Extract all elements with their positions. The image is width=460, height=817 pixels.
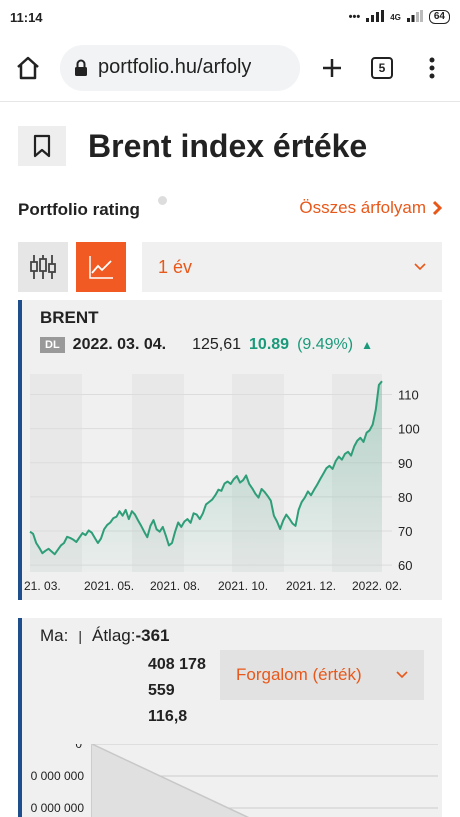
battery-indicator: 64 <box>428 10 450 24</box>
y-tick-label: 90 <box>398 456 412 471</box>
address-bar[interactable]: portfolio.hu/arfoly <box>60 44 300 91</box>
y-tick-label: 70 <box>398 524 412 539</box>
page-title: Brent index értéke <box>88 127 368 164</box>
plus-icon <box>323 58 341 77</box>
x-tick-label: 2021. 05. <box>84 579 134 593</box>
rating-row: Portfolio rating Összes árfolyam <box>0 196 460 220</box>
volume-area <box>92 744 248 817</box>
rating-label: Portfolio rating <box>18 200 140 219</box>
up-arrow-icon: ▲ <box>361 338 373 352</box>
tab-count: 5 <box>371 56 393 79</box>
status-time: 11:14 <box>10 9 43 25</box>
separator: | <box>78 628 82 644</box>
today-value-3: 116,8 <box>148 708 188 725</box>
average-label: Átlag: <box>91 626 136 645</box>
bookmark-icon <box>33 134 51 158</box>
y-tick-label: 100 <box>398 422 420 437</box>
lock-icon <box>75 59 87 76</box>
portfolio-rating: Portfolio rating <box>18 196 167 220</box>
volume-chart[interactable]: 0 0 000 000 0 000 000 <box>22 744 438 817</box>
today-label: Ma: <box>40 626 69 645</box>
today-row: Ma: | Átlag:-361 <box>40 626 170 646</box>
chevron-down-icon <box>396 671 408 679</box>
y-tick-label: 110 <box>398 387 419 402</box>
page-header: Brent index értéke <box>0 102 460 166</box>
today-values: 408 178 559 116,8 <box>148 652 206 730</box>
price-line <box>29 380 383 556</box>
period-selected: 1 év <box>158 256 193 277</box>
status-bar: 11:14 ••• 4G 64 <box>0 0 460 34</box>
quote-price: 125,61 <box>192 336 242 353</box>
status-icons: ••• 4G 64 <box>348 9 450 25</box>
rating-dot-icon <box>157 196 167 205</box>
home-icon <box>17 56 39 79</box>
vol-ytick-0: 0 <box>75 744 82 751</box>
average-value: -361 <box>135 626 170 645</box>
period-select[interactable]: 1 év <box>142 242 442 292</box>
x-tick-label: 21. 03. <box>24 579 61 593</box>
chevron-right-icon <box>432 200 442 216</box>
line-chart-button[interactable] <box>76 242 126 292</box>
home-button[interactable] <box>10 50 46 86</box>
x-tick-label: 2021. 10. <box>218 579 268 593</box>
browser-menu-button[interactable] <box>414 50 450 86</box>
quote-row: DL 2022. 03. 04. 125,61 10.89 (9.49%) ▲ <box>40 336 373 354</box>
more-dots-icon: ••• <box>348 11 361 23</box>
price-chart[interactable]: 110 100 90 80 70 60 21. 03. 2021. 05. 2021. 08. 2… <box>22 374 438 600</box>
volume-type-select[interactable]: Forgalom (érték) <box>220 650 424 700</box>
url-text: portfolio.hu/arfoly <box>98 56 252 78</box>
line-chart-icon <box>89 256 113 279</box>
quote-change-pct: (9.49%) <box>297 336 354 353</box>
candlestick-chart-button[interactable] <box>18 242 68 292</box>
more-vert-icon <box>429 57 435 78</box>
quote-date: 2022. 03. 04. <box>72 336 167 353</box>
bookmark-button[interactable] <box>18 126 66 166</box>
signal-icon-2 <box>406 9 423 25</box>
volume-card: Ma: | Átlag:-361 408 178 559 116,8 Forgalo… <box>18 618 442 817</box>
quote-change: 10.89 <box>249 336 290 353</box>
new-tab-button[interactable] <box>314 50 350 86</box>
chart-controls: 1 év <box>0 242 460 292</box>
volume-line <box>91 744 250 817</box>
candlestick-icon <box>30 255 56 279</box>
all-quotes-label: Összes árfolyam <box>299 198 426 217</box>
signal-icon <box>366 9 385 25</box>
browser-toolbar: portfolio.hu/arfoly 5 <box>0 34 460 102</box>
today-value-1: 408 178 <box>148 656 206 673</box>
vol-ytick-2: 0 000 000 <box>31 801 85 815</box>
volume-type-selected: Forgalom (érték) <box>236 665 362 684</box>
instrument-name: BRENT <box>40 308 99 327</box>
price-chart-card: BRENT DL 2022. 03. 04. 125,61 10.89 (9.4… <box>18 300 442 600</box>
today-value-2: 559 <box>148 682 175 699</box>
y-tick-label: 60 <box>398 558 412 573</box>
price-area <box>30 381 382 572</box>
tab-switcher-button[interactable]: 5 <box>364 50 400 86</box>
chevron-down-icon <box>414 263 426 271</box>
x-tick-label: 2021. 12. <box>286 579 336 593</box>
x-tick-label: 2021. 08. <box>150 579 200 593</box>
x-tick-label: 2022. 02. <box>352 579 402 593</box>
vol-ytick-1: 0 000 000 <box>31 769 85 783</box>
y-tick-label: 80 <box>398 490 412 505</box>
dl-badge: DL <box>40 337 65 353</box>
all-quotes-link[interactable]: Összes árfolyam <box>299 198 442 218</box>
network-type: 4G <box>390 12 401 22</box>
